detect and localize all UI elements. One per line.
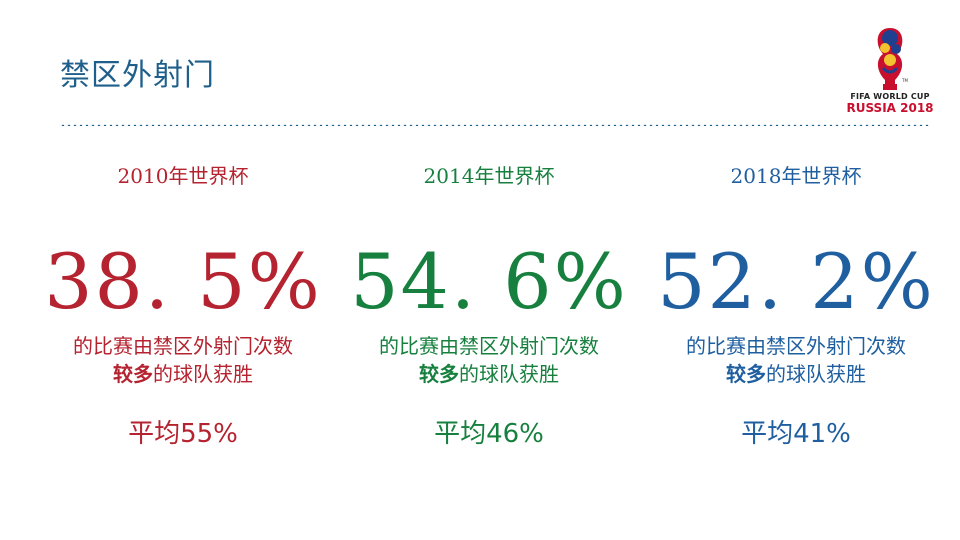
column-desc-rest: 的球队获胜 (766, 362, 866, 386)
column-desc-line2: 较多的球队获胜 (646, 360, 946, 388)
column-year: 2010年世界杯 (117, 164, 249, 188)
column-percent: 54. 6% (350, 237, 628, 326)
column-desc-rest: 的球队获胜 (459, 362, 559, 386)
column-desc-rest: 的球队获胜 (153, 362, 253, 386)
column-year: 2014年世界杯 (423, 164, 555, 188)
column-percent: 38. 5% (44, 237, 322, 326)
slide-title: 禁区外射门 (60, 58, 215, 93)
column-average: 平均41% (741, 419, 851, 449)
logo-tm: TM (901, 78, 908, 83)
column-desc-line1: 的比赛由禁区外射门次数 (73, 334, 293, 358)
trophy-icon: TM (877, 28, 908, 90)
column-desc-line2: 较多的球队获胜 (339, 360, 639, 388)
column-desc-bold: 较多 (419, 362, 459, 386)
logo-line1: FIFA WORLD CUP (850, 92, 930, 101)
stat-column-2018: 2018年世界杯 52. 2% 的比赛由禁区外射门次数 较多的球队获胜 平均41… (646, 162, 946, 450)
column-year: 2018年世界杯 (730, 164, 862, 188)
column-desc-line2: 较多的球队获胜 (33, 360, 333, 388)
column-desc-line1: 的比赛由禁区外射门次数 (379, 334, 599, 358)
dotted-divider (60, 124, 930, 126)
column-average: 平均55% (128, 419, 238, 449)
column-average: 平均46% (434, 419, 544, 449)
column-desc-line1: 的比赛由禁区外射门次数 (686, 334, 906, 358)
column-percent: 52. 2% (657, 237, 935, 326)
stat-column-2014: 2014年世界杯 54. 6% 的比赛由禁区外射门次数 较多的球队获胜 平均46… (339, 162, 639, 450)
logo-line2: RUSSIA 2018 (846, 101, 934, 115)
stat-column-2010: 2010年世界杯 38. 5% 的比赛由禁区外射门次数 较多的球队获胜 平均55… (33, 162, 333, 450)
column-desc-bold: 较多 (113, 362, 153, 386)
fifa-world-cup-logo: TM FIFA WORLD CUP RUSSIA 2018 (845, 24, 935, 116)
column-desc-bold: 较多 (726, 362, 766, 386)
